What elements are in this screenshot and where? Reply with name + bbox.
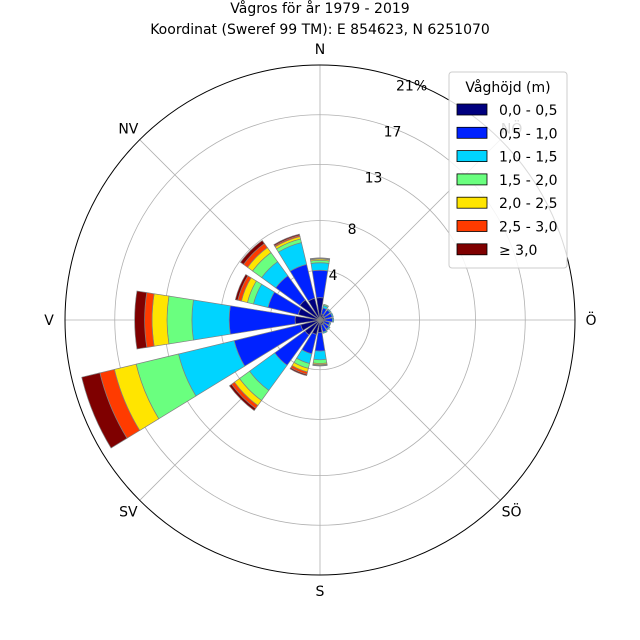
bar-10-6 bbox=[228, 383, 257, 412]
polar-outline bbox=[64, 64, 576, 576]
bar-2-2 bbox=[326, 308, 332, 314]
bar-7-2 bbox=[322, 330, 328, 334]
legend-label-0: 0,0 - 0,5 bbox=[499, 103, 557, 119]
direction-label-2: V bbox=[44, 313, 54, 329]
legend-items: 0,0 - 0,5 0,5 - 1,0 1,0 - 1,5 1,5 - 2,0 2,0 … bbox=[456, 103, 557, 259]
bar-0-1 bbox=[311, 269, 329, 299]
legend-label-5: 2,5 - 3,0 bbox=[499, 220, 557, 236]
legend-label-6: ≥ 3,0 bbox=[499, 243, 537, 259]
legend-swatch-1 bbox=[456, 126, 488, 139]
direction-label-1: NV bbox=[118, 121, 138, 137]
direction-label-3: SV bbox=[119, 505, 138, 521]
bar-12-2 bbox=[191, 299, 231, 341]
bar-1-3 bbox=[323, 303, 329, 308]
bar-14-6 bbox=[240, 240, 265, 265]
wave-rose-bars bbox=[81, 233, 335, 449]
radial-tick-4: 21% bbox=[396, 78, 427, 94]
bar-8-6 bbox=[312, 364, 328, 367]
legend-frame bbox=[448, 71, 568, 269]
chart-title: Vågros för år 1979 - 2019 bbox=[230, 0, 409, 17]
bar-15-6 bbox=[273, 233, 301, 247]
bar-11-6 bbox=[81, 372, 128, 449]
direction-label-4: S bbox=[316, 584, 325, 600]
direction-label-0: N bbox=[315, 42, 325, 58]
legend-label-4: 2,0 - 2,5 bbox=[499, 196, 557, 212]
legend-label-1: 0,5 - 1,0 bbox=[499, 126, 557, 142]
bar-9-6 bbox=[289, 367, 308, 377]
legend-swatch-6 bbox=[456, 243, 488, 256]
legend-swatch-3 bbox=[456, 173, 488, 186]
grid-spoke-3 bbox=[319, 319, 501, 501]
bar-4-2 bbox=[331, 317, 335, 323]
legend-label-2: 1,0 - 1,5 bbox=[499, 150, 557, 166]
radial-tick-3: 17 bbox=[384, 124, 402, 140]
direction-label-6: Ö bbox=[585, 311, 596, 329]
chart-subtitle: Koordinat (Sweref 99 TM): E 854623, N 62… bbox=[150, 22, 490, 38]
legend-title: Våghöjd (m) bbox=[465, 79, 550, 96]
bar-0-6 bbox=[309, 257, 331, 260]
legend-swatch-4 bbox=[456, 196, 488, 209]
bar-13-6 bbox=[234, 274, 249, 301]
radial-tick-1: 8 bbox=[348, 222, 357, 238]
bar-12-6 bbox=[134, 290, 148, 350]
legend-swatch-2 bbox=[456, 150, 488, 163]
radial-tick-2: 13 bbox=[365, 170, 383, 186]
legend: Våghöjd (m) 0,0 - 0,5 0,5 - 1,0 1,0 - 1,5 1… bbox=[448, 71, 568, 269]
radial-tick-0: 4 bbox=[329, 268, 338, 284]
legend-swatch-0 bbox=[456, 103, 488, 116]
radial-tick-labels: 4 8 13 17 21% bbox=[329, 78, 428, 284]
bar-12-3 bbox=[166, 295, 194, 345]
bar-5-2 bbox=[328, 321, 332, 327]
legend-swatch-5 bbox=[456, 220, 488, 232]
direction-label-5: SÖ bbox=[502, 503, 522, 521]
bar-8-3 bbox=[312, 358, 328, 364]
bar-8-2 bbox=[313, 350, 327, 361]
bar-0-2 bbox=[310, 262, 330, 272]
bar-12-4 bbox=[151, 293, 170, 347]
bar-6-2 bbox=[326, 326, 331, 331]
bar-3-2 bbox=[330, 312, 334, 318]
legend-label-3: 1,5 - 2,0 bbox=[499, 173, 557, 189]
